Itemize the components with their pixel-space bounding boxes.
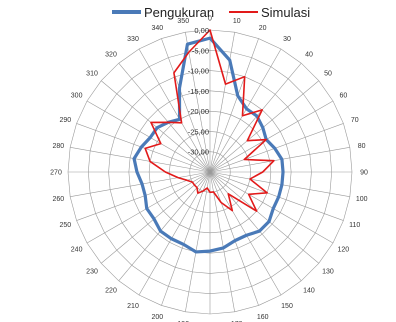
angle-label: 10 xyxy=(233,18,241,25)
angle-label: 230 xyxy=(86,268,98,275)
angle-label: 20 xyxy=(259,25,267,32)
angle-label: 280 xyxy=(52,143,64,150)
grid-spoke xyxy=(70,147,211,173)
angle-label: 80 xyxy=(358,143,366,150)
angle-label: 100 xyxy=(356,196,368,203)
grid-spoke xyxy=(209,80,319,173)
grid-spoke xyxy=(209,38,259,173)
angle-label: 140 xyxy=(303,287,315,294)
chart-legend: Pengukuran Simulasi xyxy=(112,5,310,20)
grid-spoke xyxy=(209,171,350,197)
legend-label-simulasi: Simulasi xyxy=(261,5,310,20)
grid-spoke xyxy=(161,38,211,173)
radar-grid xyxy=(67,29,353,315)
angle-label: 330 xyxy=(127,36,139,43)
grid-spoke xyxy=(209,171,344,221)
angle-label: 220 xyxy=(105,287,117,294)
grid-spoke xyxy=(209,171,282,296)
grid-spoke xyxy=(209,32,235,173)
grid-spoke xyxy=(101,171,211,264)
angle-label: 250 xyxy=(59,222,71,229)
angle-label: 270 xyxy=(50,170,62,177)
angle-label: 40 xyxy=(305,52,313,59)
grid-spoke xyxy=(209,100,334,173)
radial-tick-label: -20,00 xyxy=(188,107,209,116)
angle-label: 210 xyxy=(127,303,139,310)
radial-tick-label: 0,00 xyxy=(194,26,209,35)
grid-spoke xyxy=(209,123,344,173)
grid-spoke xyxy=(86,100,211,173)
angle-label: 60 xyxy=(339,93,347,100)
grid-spoke xyxy=(118,63,211,173)
grid-spoke xyxy=(101,80,211,173)
grid-spoke xyxy=(209,171,302,281)
grid-spoke xyxy=(86,171,211,244)
grid-spoke xyxy=(161,171,211,306)
grid-spoke xyxy=(209,171,235,312)
grid-spoke xyxy=(209,147,350,173)
angle-label: 50 xyxy=(324,71,332,78)
angle-label: 260 xyxy=(52,196,64,203)
angle-label: 290 xyxy=(59,117,71,124)
angle-label: 310 xyxy=(86,71,98,78)
legend-label-pengukuran: Pengukuran xyxy=(144,5,214,20)
grid-spoke xyxy=(76,123,211,173)
radial-tick-label: -5,00 xyxy=(192,46,209,55)
grid-spoke xyxy=(209,171,334,244)
angle-label: 150 xyxy=(281,303,293,310)
grid-spoke xyxy=(138,48,211,173)
radial-tick-label: -30,00 xyxy=(188,148,209,157)
radar-series xyxy=(132,29,285,254)
radial-tick-label: -15,00 xyxy=(188,87,209,96)
grid-spoke xyxy=(209,63,302,173)
angle-label: 120 xyxy=(338,247,350,254)
series-line-simulasi xyxy=(144,29,275,212)
angle-label: 320 xyxy=(105,52,117,59)
angle-label: 350 xyxy=(177,18,189,25)
angle-label: 130 xyxy=(322,268,334,275)
angle-label: 340 xyxy=(151,25,163,32)
grid-spoke xyxy=(185,32,211,173)
angle-label: 70 xyxy=(351,117,359,124)
angle-label: 0 xyxy=(208,16,212,23)
grid-spoke xyxy=(209,171,259,306)
grid-spoke xyxy=(209,171,319,264)
grid-spoke xyxy=(209,48,282,173)
grid-spoke xyxy=(185,171,211,312)
grid-spoke xyxy=(70,171,211,197)
angle-label: 200 xyxy=(151,314,163,321)
angle-label: 30 xyxy=(283,36,291,43)
angle-label: 160 xyxy=(257,314,269,321)
angle-label: 240 xyxy=(71,247,83,254)
angle-label: 110 xyxy=(349,222,360,229)
radar-labels: 0 10 20 30 40 50 60 70 80 90 100 110 120 130 140 150 160… xyxy=(50,16,368,322)
radial-tick-label: -10,00 xyxy=(188,67,209,76)
radial-tick-label: -25,00 xyxy=(188,127,209,136)
angle-label: 90 xyxy=(360,170,368,177)
grid-spoke xyxy=(118,171,211,281)
angle-label: 300 xyxy=(71,93,83,100)
